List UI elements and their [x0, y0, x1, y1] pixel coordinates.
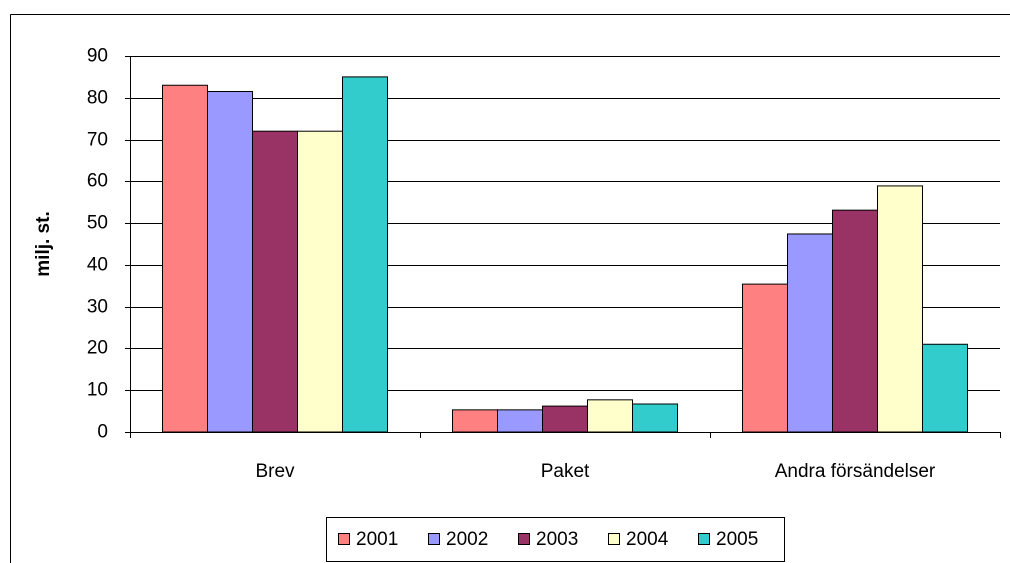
bar	[877, 185, 923, 433]
bar	[922, 343, 968, 433]
y-tick-label: 70	[87, 130, 108, 151]
bar	[452, 409, 498, 433]
y-tick-label: 60	[87, 171, 108, 192]
legend-swatch	[428, 533, 440, 545]
y-tick-label: 10	[87, 380, 108, 401]
bar	[832, 209, 878, 433]
y-tick-label: 40	[87, 255, 108, 276]
legend-label: 2005	[716, 529, 758, 550]
legend-label: 2001	[356, 529, 398, 550]
legend-label: 2004	[626, 529, 669, 550]
y-axis-title: milj. st.	[33, 211, 54, 276]
bar	[632, 403, 678, 433]
legend-swatch	[338, 533, 350, 545]
legend-swatch	[518, 533, 530, 545]
y-tick-label: 20	[87, 338, 108, 359]
bar	[742, 283, 788, 433]
x-tick-label: Andra försändelser	[775, 461, 936, 482]
y-tick-label: 80	[87, 88, 108, 109]
bar	[497, 409, 543, 433]
bar	[342, 76, 388, 433]
x-tick-label: Brev	[255, 461, 295, 482]
bar	[297, 130, 343, 433]
bar	[207, 91, 253, 433]
x-tick-label: Paket	[541, 461, 590, 482]
bar	[162, 84, 208, 433]
y-tick-label: 0	[97, 422, 108, 443]
legend-label: 2002	[446, 529, 488, 550]
y-tick-label: 90	[87, 46, 108, 67]
bar	[787, 233, 833, 433]
y-tick-label: 50	[87, 213, 108, 234]
bar	[542, 405, 588, 433]
legend-label: 2003	[536, 529, 578, 550]
legend-swatch	[698, 533, 710, 545]
legend-swatch	[608, 533, 620, 545]
bar	[252, 130, 298, 433]
bar	[587, 399, 633, 433]
y-tick-label: 30	[87, 297, 108, 318]
